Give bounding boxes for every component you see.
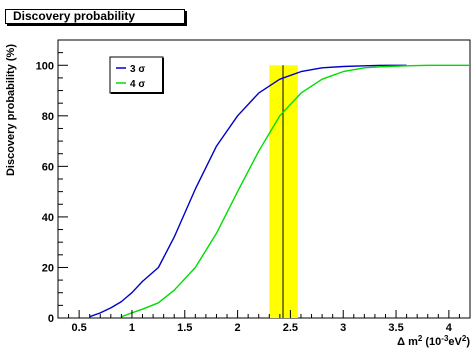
legend-entry-2: 4 σ — [130, 79, 145, 90]
series-line-1 — [89, 64, 407, 318]
x-tick-label: 1 — [129, 322, 135, 334]
y-tick-label: 80 — [42, 111, 54, 123]
y-tick-label: 0 — [48, 313, 54, 325]
yellow-band — [269, 65, 298, 318]
y-tick-label: 60 — [42, 161, 54, 173]
y-tick-label: 100 — [36, 60, 54, 72]
x-axis-label: Δ m2 (10-3eV2) — [397, 334, 470, 348]
y-axis-label: Discovery probability (%) — [5, 44, 17, 176]
y-tick-label: 20 — [42, 262, 54, 274]
series-layer — [89, 64, 470, 318]
x-tick-label: 2 — [235, 322, 241, 334]
x-tick-label: 2.5 — [283, 322, 298, 334]
series-line-2 — [121, 64, 470, 318]
x-tick-label: 4 — [446, 322, 453, 334]
x-tick-label: 3.5 — [388, 322, 403, 334]
chart-title: Discovery probability — [5, 9, 185, 24]
legend-entry-1: 3 σ — [130, 64, 145, 75]
x-tick-label: 0.5 — [71, 322, 86, 334]
legend-box — [109, 56, 164, 94]
x-tick-label: 1.5 — [177, 322, 192, 334]
band-layer — [269, 65, 298, 318]
x-tick-label: 3 — [340, 322, 346, 334]
legend: 3 σ4 σ — [109, 56, 164, 94]
y-tick-label: 40 — [42, 212, 54, 224]
